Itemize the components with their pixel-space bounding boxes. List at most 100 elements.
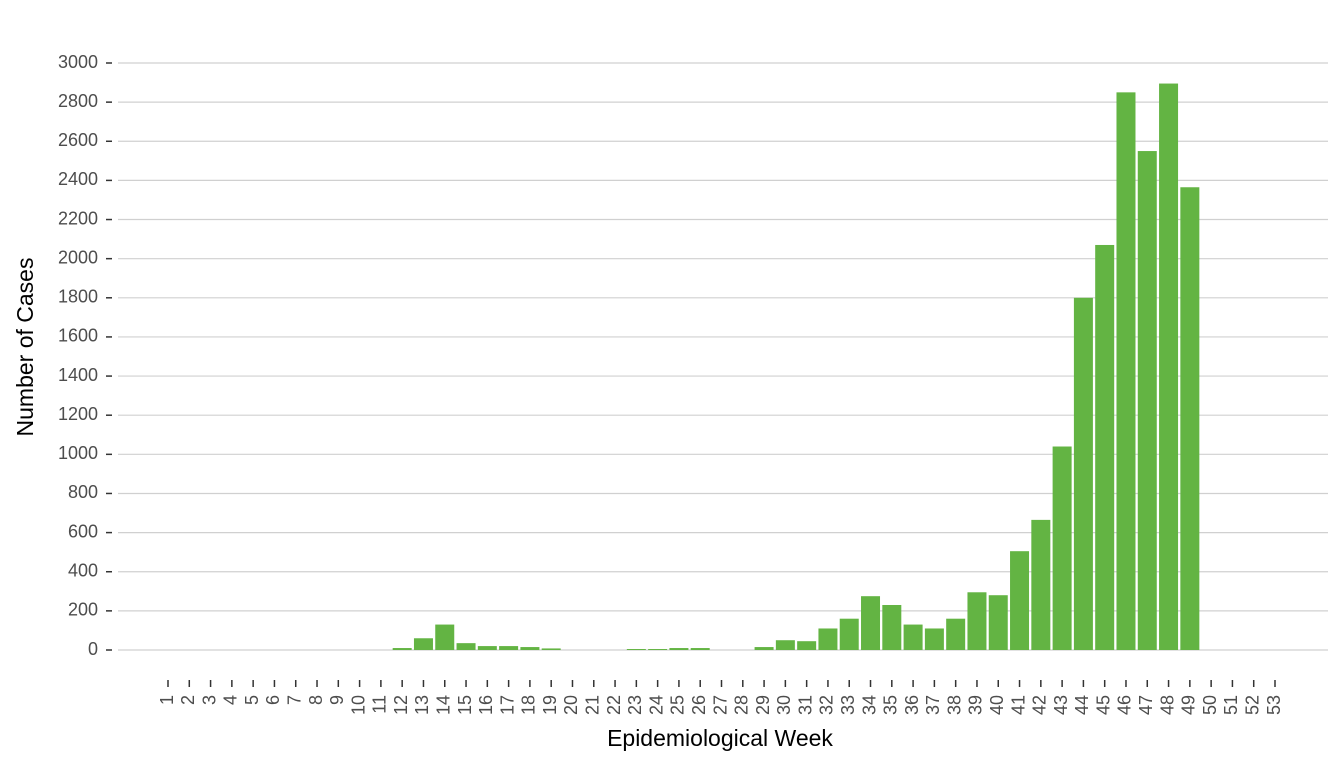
x-tick-label: 51: [1221, 695, 1241, 715]
x-tick-label: 12: [391, 695, 411, 715]
bar: [903, 624, 923, 650]
x-tick-label: 20: [561, 695, 581, 715]
bar: [1116, 92, 1136, 651]
x-tick-label: 53: [1264, 695, 1284, 715]
y-tick-label: 2800: [58, 91, 98, 111]
bar: [839, 618, 859, 650]
x-tick-label: 1: [157, 695, 177, 705]
y-tick-label: 200: [68, 600, 98, 620]
x-tick-label: 33: [838, 695, 858, 715]
x-tick-label: 13: [412, 695, 432, 715]
x-tick-label: 9: [327, 695, 347, 705]
y-tick-label: 3000: [58, 52, 98, 72]
bar: [626, 649, 646, 650]
bar: [924, 628, 944, 650]
x-tick-label: 31: [795, 695, 815, 715]
y-tick-label: 1200: [58, 404, 98, 424]
x-tick-label: 22: [604, 695, 624, 715]
x-tick-label: 42: [1030, 695, 1050, 715]
x-tick-label: 11: [370, 695, 390, 714]
x-tick-label: 36: [902, 695, 922, 715]
x-tick-label: 26: [689, 695, 709, 715]
bar: [946, 618, 966, 650]
x-tick-label: 47: [1136, 695, 1156, 715]
x-tick-label: 52: [1242, 695, 1262, 715]
bar: [1010, 551, 1030, 650]
x-tick-label: 19: [540, 695, 560, 715]
bar: [520, 647, 540, 650]
x-tick-label: 21: [583, 695, 603, 715]
bar: [669, 648, 689, 650]
y-tick-label: 2400: [58, 169, 98, 189]
x-tick-label: 43: [1051, 695, 1071, 715]
y-tick-label: 2600: [58, 130, 98, 150]
bar: [797, 641, 817, 650]
bar: [1095, 244, 1115, 650]
x-tick-label: 45: [1093, 695, 1113, 715]
x-tick-label: 5: [242, 695, 262, 705]
bar: [435, 624, 455, 650]
bar: [861, 596, 881, 650]
bar: [477, 646, 497, 650]
x-tick-label: 38: [944, 695, 964, 715]
x-tick-label: 2: [178, 695, 198, 705]
bar: [1031, 519, 1051, 650]
x-tick-label: 14: [434, 695, 454, 715]
y-tick-label: 400: [68, 560, 98, 580]
bar: [499, 646, 519, 650]
x-tick-label: 23: [625, 695, 645, 715]
x-tick-label: 6: [263, 695, 283, 705]
bar: [988, 595, 1008, 650]
bar: [1052, 446, 1072, 650]
y-tick-label: 2200: [58, 208, 98, 228]
x-tick-label: 16: [476, 695, 496, 715]
y-tick-label: 600: [68, 521, 98, 541]
x-tick-label: 44: [1072, 695, 1092, 715]
x-tick-label: 37: [923, 695, 943, 715]
x-tick-label: 40: [987, 695, 1007, 715]
bar: [882, 604, 902, 650]
bar: [690, 648, 710, 650]
x-tick-label: 32: [817, 695, 837, 715]
x-tick-label: 46: [1115, 695, 1135, 715]
y-tick-label: 800: [68, 482, 98, 502]
bar: [1073, 297, 1093, 650]
bar: [967, 592, 987, 650]
x-tick-label: 34: [859, 695, 879, 715]
x-tick-label: 39: [966, 695, 986, 715]
bar: [754, 647, 774, 650]
x-tick-label: 7: [284, 695, 304, 705]
x-tick-label: 4: [221, 695, 241, 705]
bar: [392, 648, 412, 650]
x-tick-label: 30: [774, 695, 794, 715]
x-tick-label: 35: [881, 695, 901, 715]
x-tick-label: 17: [497, 695, 517, 715]
y-tick-label: 1800: [58, 287, 98, 307]
x-tick-label: 18: [519, 695, 539, 715]
x-tick-label: 10: [348, 695, 368, 715]
y-tick-label: 1000: [58, 443, 98, 463]
bar: [541, 648, 561, 650]
x-tick-label: 15: [455, 695, 475, 715]
bar: [648, 649, 668, 650]
bar: [413, 638, 433, 650]
x-axis-title: Epidemiological Week: [607, 725, 833, 751]
y-tick-label: 1400: [58, 365, 98, 385]
x-tick-label: 3: [199, 695, 219, 705]
x-tick-label: 41: [1008, 695, 1028, 715]
y-tick-label: 2000: [58, 247, 98, 267]
x-tick-label: 27: [710, 695, 730, 715]
bar: [1137, 151, 1157, 651]
y-axis-title: Number of Cases: [12, 258, 38, 437]
x-tick-label: 49: [1179, 695, 1199, 715]
y-tick-label: 1600: [58, 326, 98, 346]
y-tick-label: 0: [88, 639, 98, 659]
bar: [456, 643, 476, 650]
x-tick-label: 8: [306, 695, 326, 705]
x-tick-label: 28: [732, 695, 752, 715]
x-tick-label: 24: [646, 695, 666, 715]
x-tick-label: 50: [1200, 695, 1220, 715]
bar: [818, 628, 838, 650]
